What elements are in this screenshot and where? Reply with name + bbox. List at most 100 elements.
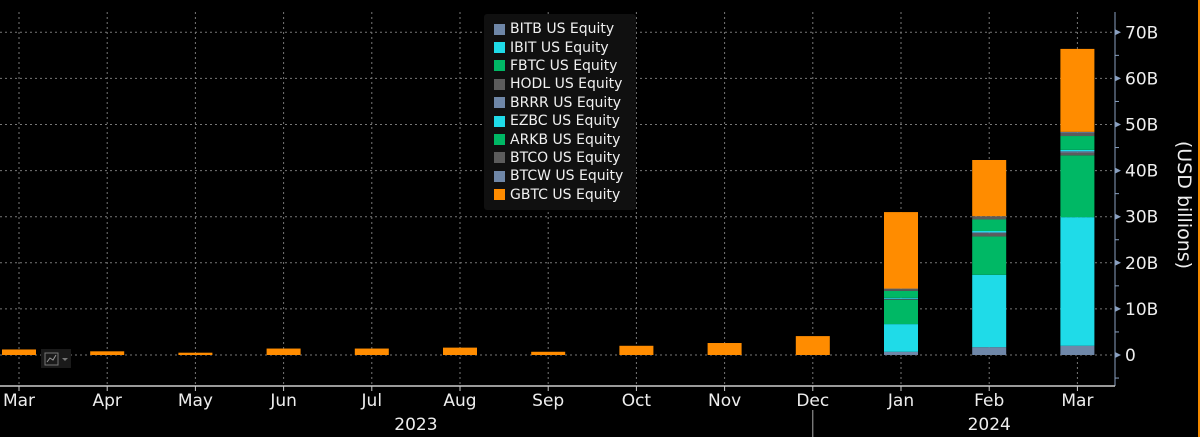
x-tick-label: Mar	[3, 391, 35, 411]
legend-swatch	[494, 97, 505, 109]
legend-swatch	[494, 42, 505, 54]
y-tick	[1115, 121, 1121, 128]
legend-label: BITB US Equity	[510, 21, 615, 38]
bar-segment-bitb	[1060, 345, 1095, 355]
bar-segment-ezbc	[1060, 149, 1095, 152]
y-tick	[1115, 259, 1121, 266]
legend-item: BTCW US Equity	[484, 167, 636, 185]
legend-item: GBTC US Equity	[484, 186, 636, 204]
legend-swatch	[494, 170, 505, 182]
x-tick-label: Nov	[708, 391, 741, 411]
bar-segment-ezbc	[884, 297, 918, 299]
legend-swatch	[494, 78, 505, 90]
bar-segment-fbtc	[1060, 155, 1095, 218]
bar-segment-ibit	[972, 274, 1007, 348]
legend-item: BTCO US Equity	[484, 149, 636, 167]
x-tick-label: Jul	[361, 391, 383, 411]
y-tick-label: 30B	[1125, 208, 1158, 228]
bar-segment-hodl	[972, 233, 1007, 237]
bars	[2, 48, 1095, 355]
y-tick-label: 10B	[1125, 300, 1158, 320]
x-tick-label: Feb	[974, 391, 1004, 411]
bar-segment-hodl	[1060, 152, 1095, 156]
legend-swatch	[494, 134, 505, 146]
legend-label: BRRR US Equity	[510, 94, 622, 111]
legend-label: ARKB US Equity	[510, 131, 621, 148]
bar-segment-gbtc	[707, 343, 742, 355]
x-tick-label: May	[178, 391, 213, 411]
bar-segment-ezbc	[972, 230, 1007, 233]
y-tick	[1115, 352, 1121, 358]
bar-segment-btcw	[1060, 131, 1095, 133]
x-tick-label: Dec	[796, 391, 829, 411]
bar-segment-gbtc	[619, 345, 654, 355]
bar-segment-brrr	[972, 232, 1007, 234]
bar-segment-gbtc	[795, 336, 830, 355]
bar-segment-ibit	[884, 324, 918, 352]
bar-segment-gbtc	[2, 349, 36, 355]
bar-segment-gbtc	[354, 348, 389, 355]
legend-label: BTCO US Equity	[510, 149, 621, 166]
legend-swatch	[494, 189, 505, 201]
y-tick-label: 70B	[1125, 23, 1158, 43]
bar-segment-arkb	[884, 290, 918, 298]
year-label: 2024	[968, 415, 1011, 435]
bar-segment-bitb	[884, 351, 918, 355]
legend-label: GBTC US Equity	[510, 186, 621, 203]
legend-label: BTCW US Equity	[510, 168, 624, 185]
legend-item: IBIT US Equity	[484, 38, 636, 56]
bar-segment-fbtc	[972, 236, 1007, 275]
chart-type-button[interactable]	[41, 349, 71, 368]
legend-label: FBTC US Equity	[510, 57, 618, 74]
bar-segment-ibit	[1060, 217, 1095, 346]
panel-edge	[1198, 0, 1200, 437]
bar-segment-brrr	[1060, 151, 1095, 153]
year-label: 2023	[394, 415, 437, 435]
y-tick	[1115, 167, 1121, 174]
x-tick-label: Aug	[443, 391, 476, 411]
legend-label: HODL US Equity	[510, 76, 623, 93]
legend-swatch	[494, 115, 505, 127]
bar-segment-arkb	[972, 219, 1007, 231]
y-axis-label: (USD billions)	[1173, 141, 1195, 269]
y-tick-label: 50B	[1125, 116, 1158, 136]
bar-segment-gbtc	[90, 351, 125, 355]
x-tick-label: Oct	[622, 391, 652, 411]
y-tick-label: 0	[1125, 346, 1136, 366]
axes: 0 10B 20B 30B 40B 50B 60B 70B Mar Apr May Jun Jul Aug…	[0, 12, 1158, 437]
bar-segment-gbtc	[531, 351, 566, 355]
y-tick	[1115, 213, 1121, 220]
x-tick-label: Jun	[269, 391, 297, 411]
legend-swatch	[494, 60, 505, 72]
bar-segment-gbtc	[1060, 48, 1095, 132]
bar-segment-gbtc	[443, 347, 477, 355]
y-tick	[1115, 29, 1121, 36]
y-tick-label: 40B	[1125, 162, 1158, 182]
bar-segment-fbtc	[884, 299, 918, 325]
legend-item: BITB US Equity	[484, 20, 636, 38]
legend-swatch	[494, 23, 505, 35]
legend: BITB US Equity IBIT US Equity FBTC US Equi…	[484, 14, 636, 210]
bar-segment-btco	[972, 216, 1007, 220]
x-tick-label: Sep	[532, 391, 564, 411]
y-tick-label: 20B	[1125, 254, 1158, 274]
bar-segment-gbtc	[972, 159, 1007, 217]
legend-item: EZBC US Equity	[484, 112, 636, 130]
x-tick-label: Jan	[887, 391, 914, 411]
x-tick-label: Apr	[92, 391, 121, 411]
bar-segment-gbtc	[266, 348, 301, 355]
y-tick	[1115, 305, 1121, 312]
bar-segment-arkb	[1060, 136, 1095, 150]
bar-segment-gbtc	[178, 352, 213, 355]
y-tick	[1115, 75, 1121, 82]
y-tick-label: 60B	[1125, 69, 1158, 89]
legend-item: ARKB US Equity	[484, 130, 636, 148]
line-chart-icon	[44, 352, 68, 365]
legend-label: IBIT US Equity	[510, 39, 609, 56]
legend-item: HODL US Equity	[484, 75, 636, 93]
legend-item: BRRR US Equity	[484, 94, 636, 112]
legend-swatch	[494, 152, 505, 164]
bar-segment-btco	[884, 289, 918, 291]
bar-segment-gbtc	[884, 212, 918, 289]
